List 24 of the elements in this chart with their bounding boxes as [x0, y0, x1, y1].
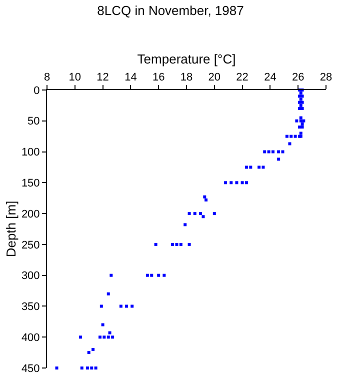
y-tick-label: 450 [21, 362, 40, 375]
y-tick-label: 350 [21, 301, 40, 314]
x-tick-label: 12 [96, 72, 109, 84]
x-axis-title: Temperature [°C] [137, 52, 236, 67]
y-tick-label: 250 [21, 239, 40, 252]
x-tick-label: 10 [68, 72, 82, 84]
x-tick-label: 8 [44, 72, 50, 84]
x-tick-label: 26 [292, 72, 304, 84]
x-tick-label: 20 [208, 72, 221, 84]
y-tick-label: 0 [34, 84, 40, 97]
chart-title: 8LCQ in November, 1987 [97, 2, 244, 18]
x-tick-label: 24 [264, 72, 276, 84]
y-tick-label: 300 [21, 270, 40, 282]
y-tick-label: 150 [21, 178, 40, 190]
x-tick-label: 16 [152, 72, 165, 84]
x-tick-label: 18 [180, 72, 193, 84]
y-tick-label: 200 [21, 208, 40, 220]
y-tick-label: 50 [28, 116, 40, 128]
y-axis-title: Depth [m] [3, 200, 18, 258]
x-tick-label: 28 [320, 72, 332, 84]
y-tick-label: 400 [21, 332, 40, 344]
x-tick-label: 22 [236, 72, 248, 84]
y-tick-label: 100 [21, 146, 40, 159]
x-tick-label: 14 [124, 72, 137, 84]
